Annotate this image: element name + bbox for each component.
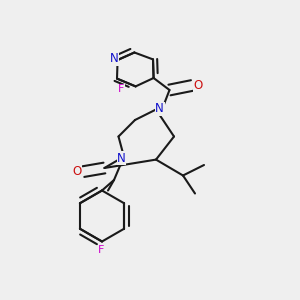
Text: N: N bbox=[110, 52, 118, 65]
Text: O: O bbox=[72, 165, 81, 178]
Text: N: N bbox=[155, 102, 164, 116]
Text: N: N bbox=[117, 152, 126, 165]
Text: F: F bbox=[98, 245, 105, 255]
Text: F: F bbox=[118, 84, 124, 94]
Text: O: O bbox=[194, 79, 202, 92]
